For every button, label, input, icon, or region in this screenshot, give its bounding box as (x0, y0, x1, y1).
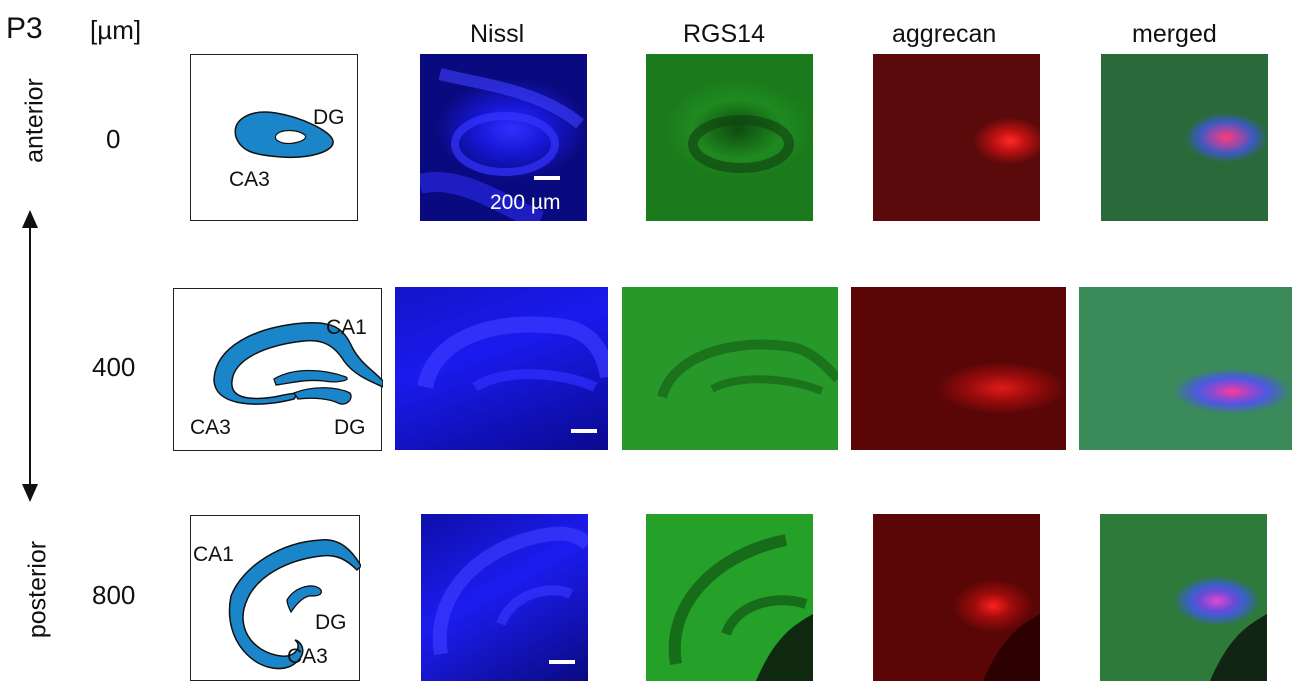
schematic-label-ca3: CA3 (190, 416, 231, 439)
micrograph-rgs14-row-1 (646, 54, 813, 221)
micrograph-merged-row-3 (1100, 514, 1267, 681)
micrograph-nissl-row-3 (421, 514, 588, 681)
micrograph-aggrecan-row-2 (851, 287, 1066, 450)
depth-label-row-2: 400 (92, 352, 136, 382)
merged-texture (1210, 614, 1267, 681)
micrograph-aggrecan-row-1 (873, 54, 1040, 221)
micrograph-merged-row-2 (1079, 287, 1292, 450)
axis-label-posterior: posterior (23, 540, 52, 639)
hippocampus-schematic-shape (234, 111, 334, 159)
schematic-label-dg: DG (315, 611, 347, 634)
micrograph-rgs14-row-2 (622, 287, 838, 450)
column-header-aggrecan: aggrecan (892, 20, 997, 48)
depth-label-row-1: 0 (106, 124, 121, 154)
column-header-nissl: Nissl (470, 20, 525, 48)
age-label: P3 (6, 12, 43, 45)
micrograph-merged-row-1 (1101, 54, 1268, 221)
nissl-texture (420, 68, 584, 221)
micrograph-aggrecan-row-3 (873, 514, 1040, 681)
schematic-label-dg: DG (313, 106, 345, 129)
depth-label-row-3: 800 (92, 580, 136, 610)
rgs14-texture (657, 339, 838, 399)
scale-bar (549, 660, 575, 664)
schematic-row-2: CA1 CA3 DG (173, 288, 384, 451)
schematic-row-3: CA1 DG CA3 (190, 515, 362, 681)
unit-label: [µm] (90, 15, 142, 45)
schematic-label-dg: DG (334, 416, 366, 439)
nissl-texture (432, 526, 588, 656)
hippocampus-schematic-shape (213, 321, 384, 405)
axis-label-anterior: anterior (20, 78, 49, 163)
rgs14-texture (668, 534, 813, 681)
aggrecan-texture (983, 614, 1040, 681)
nissl-texture (417, 316, 608, 392)
column-header-rgs14: RGS14 (683, 20, 765, 48)
anterior-posterior-arrow (22, 210, 38, 502)
hippocampus-schematic-shape (228, 539, 362, 670)
rgs14-texture (688, 115, 794, 173)
schematic-label-ca1: CA1 (193, 543, 234, 566)
micrograph-nissl-row-2 (395, 287, 608, 450)
scale-bar-label: 200 µm (490, 191, 561, 214)
column-header-merged: merged (1132, 20, 1217, 48)
scale-bar (534, 176, 560, 180)
schematic-label-ca3: CA3 (229, 168, 270, 191)
scale-bar (571, 429, 597, 433)
micrograph-nissl-row-1: 200 µm (420, 54, 587, 221)
schematic-label-ca3: CA3 (287, 645, 328, 668)
micrograph-rgs14-row-3 (646, 514, 813, 681)
schematic-row-1: DG CA3 (190, 54, 358, 221)
schematic-label-ca1: CA1 (326, 316, 367, 339)
